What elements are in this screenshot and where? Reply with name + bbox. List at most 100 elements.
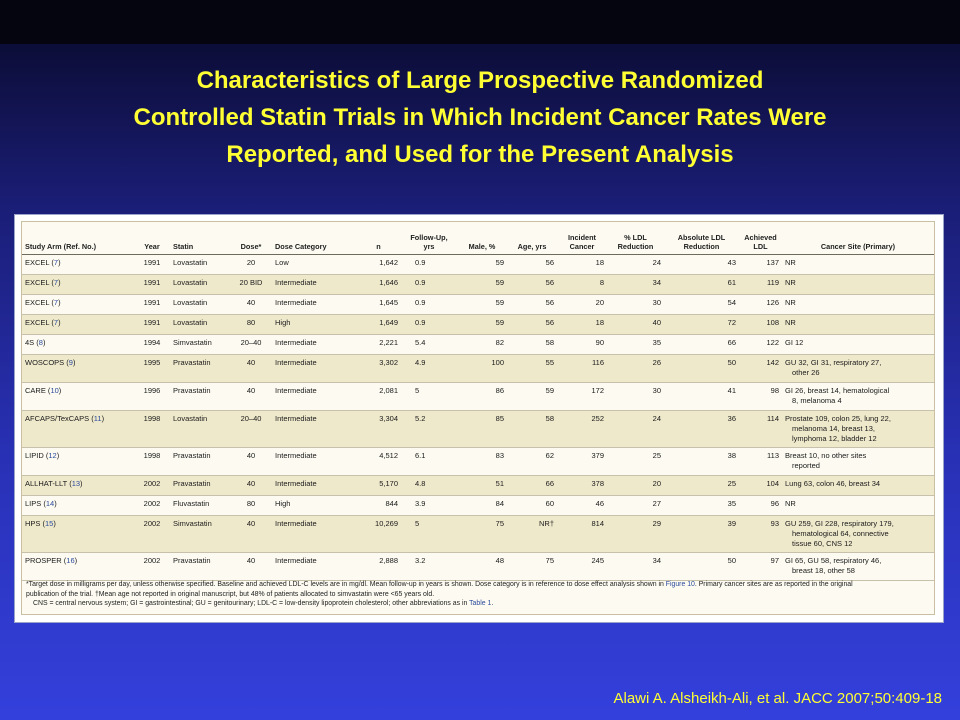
year-cell: 2002 (143, 479, 161, 488)
table-row: LIPS (14) 2002 Fluvastatin 80 High 844 3.9 84 60… (22, 496, 934, 516)
reference-link[interactable]: 8 (38, 338, 43, 347)
cancer-cell: 814 (591, 519, 604, 528)
reference-link[interactable]: 11 (93, 414, 102, 423)
followup-cell: 3.9 (415, 499, 426, 508)
ldl-achieved-cell: 114 (767, 414, 779, 423)
reference-link[interactable]: 7 (53, 298, 59, 307)
table-row: ALLHAT-LLT (13) 2002 Pravastatin 40 Intermed… (22, 475, 934, 496)
year-cell: 1994 (143, 338, 161, 347)
ldl-pct-cell: 20 (652, 479, 661, 488)
column-header: Cancer Site (Primary) (782, 222, 934, 255)
n-cell: 2,081 (379, 386, 398, 395)
age-cell: 56 (545, 258, 554, 267)
table-row: LIPID (12) 1998 Pravastatin 40 Intermediate 4… (22, 448, 934, 476)
reference-link[interactable]: 13 (71, 479, 81, 488)
reference-link[interactable]: 12 (48, 451, 57, 460)
table-row: EXCEL (7) 1991 Lovastatin 80 High 1,649 0.9 59 5… (22, 314, 934, 335)
statin-cell: Simvastatin (173, 519, 212, 528)
reference-link[interactable]: 16 (66, 556, 75, 565)
cancer-site-cell: GI 12 (785, 338, 804, 347)
followup-cell: 3.2 (415, 556, 426, 565)
dose-cell: 20–40 (240, 338, 262, 347)
dose-cell: 80 (246, 318, 256, 327)
male-cell: 59 (495, 298, 504, 307)
figure-10-link[interactable]: Figure 10 (665, 581, 695, 588)
cancer-cell: 245 (591, 556, 604, 565)
n-cell: 5,170 (379, 479, 398, 488)
ldl-achieved-cell: 97 (770, 556, 779, 565)
ldl-abs-cell: 66 (727, 338, 736, 347)
column-header: % LDL Reduction (607, 222, 664, 255)
year-cell: 1991 (143, 278, 161, 287)
reference-link[interactable]: 15 (45, 519, 54, 528)
ldl-pct-cell: 34 (652, 556, 661, 565)
dose-cell: 20 (246, 258, 256, 267)
ldl-abs-cell: 43 (727, 258, 736, 267)
category-cell: Intermediate (275, 338, 317, 347)
ldl-abs-cell: 41 (727, 386, 736, 395)
n-cell: 10,269 (375, 519, 398, 528)
male-cell: 82 (495, 338, 504, 347)
ldl-pct-cell: 26 (652, 358, 661, 367)
male-cell: 59 (495, 318, 504, 327)
reference-link[interactable]: 7 (53, 258, 59, 267)
table-footnote: *Target dose in milligrams per day, unle… (26, 580, 930, 609)
n-cell: 1,646 (379, 278, 398, 287)
ldl-pct-cell: 24 (652, 258, 661, 267)
male-cell: 75 (495, 519, 504, 528)
cancer-cell: 18 (595, 258, 604, 267)
statin-cell: Lovastatin (173, 318, 208, 327)
n-cell: 1,645 (379, 298, 398, 307)
table-1-link[interactable]: Table 1 (469, 600, 492, 607)
n-cell: 1,642 (379, 258, 398, 267)
table-row: EXCEL (7) 1991 Lovastatin 20 Low 1,642 0.9 59 56… (22, 255, 934, 275)
ldl-achieved-cell: 108 (766, 318, 779, 327)
cancer-site-cell: NR (785, 499, 796, 508)
reference-link[interactable]: 14 (45, 499, 55, 508)
male-cell: 83 (495, 451, 504, 460)
cancer-site-cell: GI 26, breast 14, hematological 8, melano… (785, 386, 890, 405)
ldl-pct-cell: 35 (652, 338, 661, 347)
followup-cell: 5 (415, 386, 420, 395)
title-line-1: Characteristics of Large Prospective Ran… (196, 67, 764, 94)
ldl-pct-cell: 30 (652, 386, 661, 395)
reference-link[interactable]: 9 (68, 358, 73, 367)
cancer-cell: 20 (595, 298, 604, 307)
category-cell: Intermediate (275, 278, 317, 287)
dose-cell: 40 (246, 358, 256, 367)
statin-cell: Pravastatin (173, 386, 211, 395)
footnote-line-1: *Target dose in milligrams per day, unle… (26, 581, 853, 588)
statin-cell: Fluvastatin (173, 499, 210, 508)
followup-cell: 6.1 (415, 451, 426, 460)
reference-link[interactable]: 7 (53, 278, 59, 287)
statin-cell: Simvastatin (173, 338, 212, 347)
ldl-achieved-cell: 137 (766, 258, 779, 267)
table-row: PROSPER (16) 2002 Pravastatin 40 Intermediat… (22, 553, 934, 581)
study-arm-cell: LIPS (14) (25, 499, 57, 508)
statin-cell: Pravastatin (173, 479, 211, 488)
n-cell: 3,304 (379, 414, 398, 423)
study-arm-cell: AFCAPS/TexCAPS (11) (25, 414, 105, 423)
age-cell: 55 (545, 358, 554, 367)
ldl-achieved-cell: 142 (766, 358, 779, 367)
followup-cell: 0.9 (415, 318, 426, 327)
reference-link[interactable]: 10 (50, 386, 59, 395)
followup-cell: 4.8 (415, 479, 426, 488)
statin-cell: Lovastatin (173, 414, 208, 423)
age-cell: 66 (545, 479, 554, 488)
dose-cell: 40 (246, 556, 256, 565)
ldl-abs-cell: 25 (727, 479, 736, 488)
title-line-3: Reported, and Used for the Present Analy… (226, 141, 734, 168)
dose-cell: 80 (246, 499, 256, 508)
age-cell: 59 (545, 386, 554, 395)
reference-link[interactable]: 7 (53, 318, 59, 327)
study-arm-cell: ALLHAT-LLT (13) (25, 479, 83, 488)
followup-cell: 0.9 (415, 298, 426, 307)
ldl-abs-cell: 38 (727, 451, 736, 460)
year-cell: 2002 (143, 499, 161, 508)
ldl-abs-cell: 50 (727, 358, 736, 367)
cancer-cell: 172 (591, 386, 604, 395)
dose-cell: 40 (246, 479, 256, 488)
ldl-achieved-cell: 122 (766, 338, 779, 347)
citation: Alawi A. Alsheikh-Ali, et al. JACC 2007;… (613, 690, 942, 707)
